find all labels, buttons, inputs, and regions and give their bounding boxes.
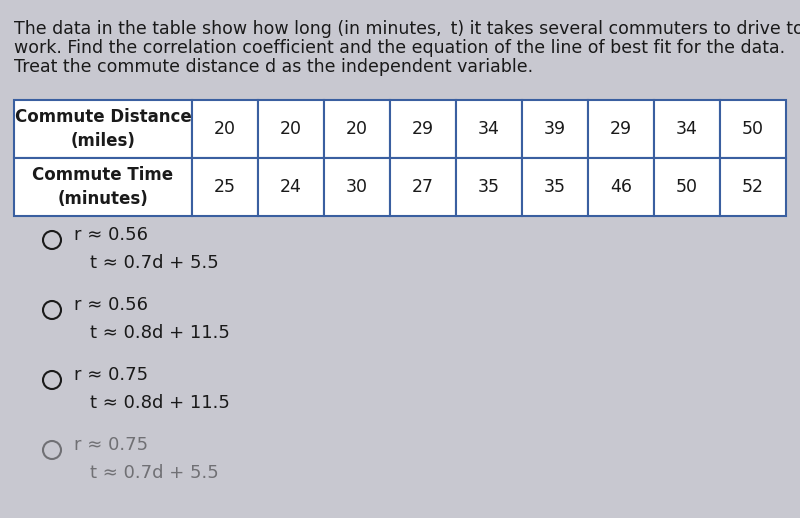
Text: 29: 29 xyxy=(412,120,434,138)
Text: Treat the commute distance d as the independent variable.: Treat the commute distance d as the inde… xyxy=(14,58,533,76)
Text: 35: 35 xyxy=(478,178,500,196)
Text: 25: 25 xyxy=(214,178,236,196)
Text: Commute Time
(minutes): Commute Time (minutes) xyxy=(33,165,174,209)
Bar xyxy=(192,100,258,158)
Text: r ≈ 0.56: r ≈ 0.56 xyxy=(74,226,148,244)
Text: t ≈ 0.7d + 5.5: t ≈ 0.7d + 5.5 xyxy=(90,464,218,482)
Text: r ≈ 0.56: r ≈ 0.56 xyxy=(74,296,148,314)
Bar xyxy=(522,100,588,158)
Bar xyxy=(14,158,192,216)
Text: 35: 35 xyxy=(544,178,566,196)
Bar xyxy=(324,100,390,158)
Bar xyxy=(720,158,786,216)
Text: 30: 30 xyxy=(346,178,368,196)
Bar xyxy=(192,158,258,216)
Bar xyxy=(390,158,456,216)
Text: r ≈ 0.75: r ≈ 0.75 xyxy=(74,436,148,454)
Text: 34: 34 xyxy=(478,120,500,138)
Bar xyxy=(654,100,720,158)
Text: 34: 34 xyxy=(676,120,698,138)
Bar xyxy=(588,100,654,158)
Bar xyxy=(456,100,522,158)
Bar xyxy=(258,100,324,158)
Text: 20: 20 xyxy=(346,120,368,138)
Text: Commute Distance
(miles): Commute Distance (miles) xyxy=(14,108,191,151)
Bar xyxy=(654,158,720,216)
Bar xyxy=(324,158,390,216)
Bar xyxy=(720,100,786,158)
Text: 27: 27 xyxy=(412,178,434,196)
Bar xyxy=(456,158,522,216)
Bar xyxy=(390,100,456,158)
Text: 50: 50 xyxy=(676,178,698,196)
Text: t ≈ 0.7d + 5.5: t ≈ 0.7d + 5.5 xyxy=(90,254,218,272)
Text: 52: 52 xyxy=(742,178,764,196)
Bar xyxy=(258,158,324,216)
Bar xyxy=(588,158,654,216)
Text: 46: 46 xyxy=(610,178,632,196)
Text: 29: 29 xyxy=(610,120,632,138)
Text: 39: 39 xyxy=(544,120,566,138)
Text: 24: 24 xyxy=(280,178,302,196)
Text: r ≈ 0.75: r ≈ 0.75 xyxy=(74,366,148,384)
Text: The data in the table show how long (in minutes,  t) it takes several commuters : The data in the table show how long (in … xyxy=(14,20,800,38)
Text: 20: 20 xyxy=(214,120,236,138)
Bar xyxy=(522,158,588,216)
Text: t ≈ 0.8d + 11.5: t ≈ 0.8d + 11.5 xyxy=(90,324,230,342)
Text: 50: 50 xyxy=(742,120,764,138)
Text: work. Find the correlation coefficient and the equation of the line of best fit : work. Find the correlation coefficient a… xyxy=(14,39,785,57)
Bar xyxy=(14,100,192,158)
Text: t ≈ 0.8d + 11.5: t ≈ 0.8d + 11.5 xyxy=(90,394,230,412)
Text: 20: 20 xyxy=(280,120,302,138)
